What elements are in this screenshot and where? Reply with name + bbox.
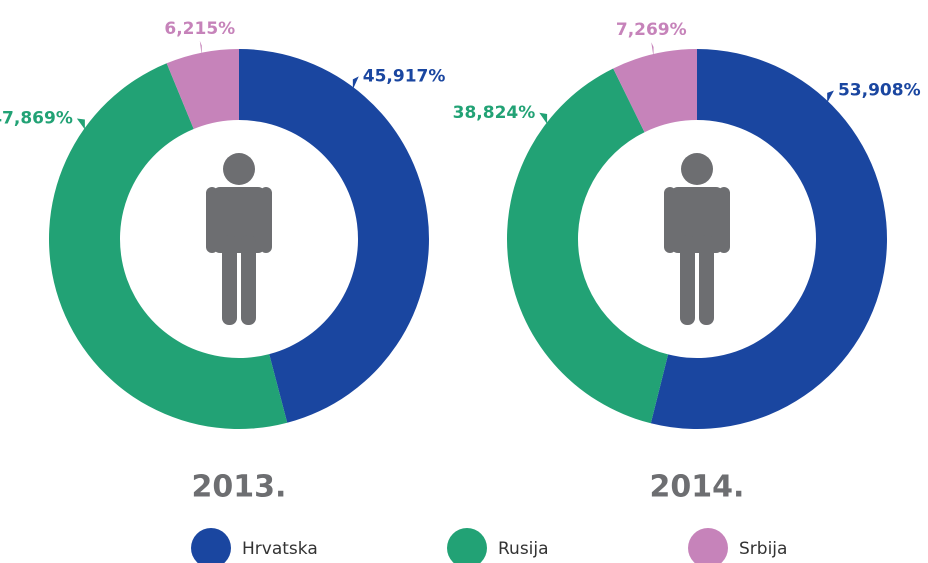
label-pointer [827,90,834,103]
legend-label: Rusija [498,539,549,559]
legend-swatch [191,528,231,563]
label-pointer [76,118,85,130]
person-icon-arm [260,187,272,253]
person-icon-arm [718,187,730,253]
person-icon-body [670,187,724,253]
legend-label: Hrvatska [242,539,318,559]
person-icon-leg [680,235,695,325]
donut-segment [239,49,429,423]
person-icon-arm [206,187,218,253]
person-icon-body [212,187,266,253]
legend-swatch [688,528,728,563]
person-icon-head [681,153,713,185]
donut-segment [650,49,887,429]
value-label: 38,824% [453,103,536,123]
donut-segment [506,68,669,424]
person-icon-leg [699,235,714,325]
value-label: 6,215% [164,19,235,39]
label-pointer [651,42,654,57]
legend-label: Srbija [739,539,787,559]
donut-segment [166,49,239,129]
value-label: 53,908% [838,81,921,101]
label-pointer [539,112,548,125]
label-pointer [352,76,359,90]
person-icon-arm [664,187,676,253]
chart-title: 2013. [192,470,287,505]
donut-segment [613,49,697,133]
value-label: 45,917% [363,66,446,86]
label-pointer [199,40,202,56]
person-icon-leg [222,235,237,325]
chart-title: 2014. [650,470,745,505]
value-label: 47,869% [0,109,73,129]
value-label: 7,269% [616,20,687,40]
legend-swatch [447,528,487,563]
donut-segment [48,63,288,430]
person-icon-head [223,153,255,185]
person-icon-leg [241,235,256,325]
